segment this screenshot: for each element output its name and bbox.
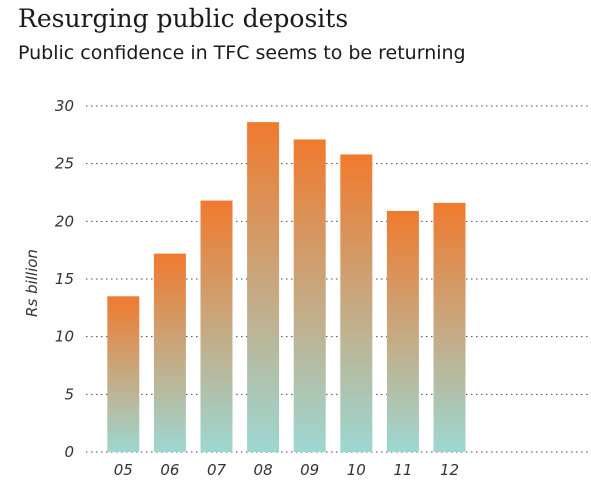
bar-07 — [200, 200, 233, 452]
x-tick-label: 11 — [393, 461, 412, 479]
bar-08 — [247, 122, 280, 452]
x-tick-label: 06 — [160, 461, 179, 479]
chart-title: Resurging public deposits — [18, 4, 349, 33]
x-tick-label: 09 — [300, 461, 319, 479]
x-tick-label: 12 — [440, 461, 459, 479]
gridlines: 0 5 10 15 20 25 30 — [55, 97, 588, 461]
bar-12 — [433, 202, 466, 452]
y-tick-label: 25 — [55, 155, 74, 173]
chart-subtitle: Public confidence in TFC seems to be ret… — [18, 42, 466, 64]
x-tick-label: 08 — [254, 461, 273, 479]
x-tick-label: 05 — [114, 461, 133, 479]
bar-06 — [153, 253, 186, 452]
y-tick-label: 30 — [55, 97, 74, 115]
bar-09 — [293, 139, 326, 453]
y-tick-label: 20 — [55, 212, 74, 230]
bar-05 — [107, 296, 140, 452]
y-tick-label: 5 — [64, 385, 74, 403]
bar-10 — [340, 154, 373, 452]
y-tick-label: 15 — [55, 270, 74, 288]
y-tick-label: 10 — [55, 328, 74, 346]
x-axis-ticks: 05 06 07 08 09 10 11 12 — [114, 461, 459, 479]
bar-11 — [386, 210, 419, 452]
y-tick-label: 0 — [64, 443, 74, 461]
y-axis-label: Rs billion — [23, 249, 41, 317]
x-tick-label: 07 — [207, 461, 227, 479]
bars — [107, 122, 466, 453]
x-tick-label: 10 — [347, 461, 366, 479]
